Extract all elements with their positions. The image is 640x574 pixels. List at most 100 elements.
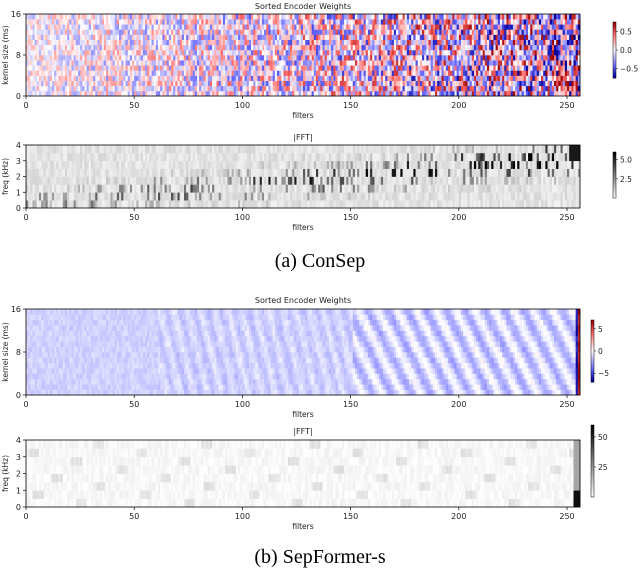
heatmap-cell	[49, 65, 53, 71]
heatmap-cell	[51, 29, 55, 35]
heatmap-cell	[277, 29, 280, 35]
heatmap-cell	[264, 75, 267, 81]
heatmap-cell	[119, 65, 122, 71]
heatmap-cell	[560, 70, 564, 76]
heatmap-cell	[222, 55, 226, 61]
heatmap-cell	[419, 80, 423, 87]
heatmap-cell	[196, 168, 200, 177]
heatmap-cell	[551, 60, 555, 66]
heatmap-cell	[367, 49, 371, 56]
heatmap-cell	[106, 70, 109, 76]
heatmap-cell	[229, 90, 232, 97]
heatmap-cell	[246, 192, 250, 201]
colorbar-step	[613, 50, 616, 52]
heatmap-cell	[212, 192, 215, 201]
heatmap-cell	[54, 176, 57, 185]
heatmap-cell	[38, 152, 42, 162]
heatmap-cell	[214, 34, 217, 40]
heatmap-cell	[290, 65, 293, 71]
heatmap-cell	[36, 75, 40, 81]
heatmap-cell	[331, 60, 334, 66]
heatmap-cell	[121, 160, 124, 169]
heatmap-cell	[125, 160, 129, 169]
heatmap-cell	[532, 34, 535, 40]
heatmap-cell	[101, 34, 105, 40]
heatmap-cell	[398, 80, 401, 87]
heatmap-cell	[290, 19, 293, 25]
heatmap-cell	[114, 160, 118, 169]
heatmap-cell	[188, 60, 191, 66]
heatmap-cell	[136, 168, 139, 177]
heatmap-cell	[93, 192, 96, 201]
heatmap-cell	[138, 80, 142, 87]
heatmap-cell	[322, 75, 325, 81]
heatmap-cell	[62, 19, 66, 25]
heatmap-cell	[140, 29, 144, 35]
heatmap-cell	[155, 39, 159, 46]
heatmap-cell	[181, 160, 185, 169]
heatmap-cell	[212, 152, 215, 162]
heatmap-cell	[119, 168, 122, 177]
heatmap-cell	[253, 65, 256, 71]
heatmap-cell	[551, 70, 555, 76]
heatmap-cell	[227, 184, 230, 193]
heatmap-cell	[536, 60, 540, 66]
heatmap-cell	[155, 65, 159, 71]
heatmap-cell	[335, 24, 338, 30]
heatmap-cell	[264, 24, 267, 30]
heatmap-cell	[41, 39, 44, 46]
heatmap-cell	[298, 24, 302, 30]
heatmap-cell	[499, 29, 503, 35]
heatmap-cell	[359, 90, 362, 97]
heatmap-cell	[331, 55, 334, 61]
heatmap-cell	[132, 90, 135, 97]
heatmap-cell	[534, 55, 538, 61]
heatmap-cell	[199, 145, 202, 154]
heatmap-cell	[71, 200, 74, 209]
heatmap-cell	[170, 70, 174, 76]
heatmap-cell	[225, 49, 228, 56]
heatmap-cell	[348, 90, 351, 97]
heatmap-cell	[396, 14, 399, 20]
heatmap-cell	[95, 80, 98, 87]
heatmap-cell	[253, 90, 256, 97]
heatmap-cell	[164, 168, 168, 177]
heatmap-cell	[326, 29, 330, 35]
heatmap-cell	[190, 49, 193, 56]
heatmap-cell	[573, 29, 577, 35]
heatmap-cell	[363, 49, 367, 56]
heatmap-cell	[532, 24, 535, 30]
heatmap-cell	[110, 49, 113, 56]
heatmap-cell	[58, 152, 61, 162]
heatmap-cell	[155, 168, 159, 177]
heatmap-cell	[298, 19, 302, 25]
heatmap-cell	[186, 60, 189, 66]
heatmap-cell	[123, 160, 126, 169]
heatmap-cell	[486, 44, 490, 51]
heatmap-cell	[145, 65, 148, 71]
heatmap-cell	[121, 60, 124, 66]
heatmap-cell	[517, 55, 520, 61]
heatmap-cell	[246, 44, 250, 51]
heatmap-cell	[389, 19, 393, 25]
heatmap-cell	[320, 24, 323, 30]
heatmap-cell	[564, 75, 568, 81]
heatmap-cell	[47, 200, 51, 209]
heatmap-cell	[305, 65, 308, 71]
heatmap-cell	[244, 184, 248, 193]
heatmap-cell	[320, 34, 323, 40]
heatmap-cell	[493, 55, 496, 61]
heatmap-cell	[447, 24, 451, 30]
heatmap-cell	[196, 145, 200, 154]
heatmap-cell	[99, 29, 103, 35]
heatmap-cell	[168, 75, 172, 81]
heatmap-cell	[489, 44, 492, 51]
heatmap-cell	[158, 60, 161, 66]
heatmap-cell	[103, 200, 107, 209]
heatmap-cell	[300, 70, 304, 76]
heatmap-cell	[346, 49, 349, 56]
heatmap-cell	[26, 200, 29, 209]
heatmap-cell	[246, 49, 250, 56]
heatmap-cell	[30, 55, 33, 61]
heatmap-cell	[51, 160, 55, 169]
